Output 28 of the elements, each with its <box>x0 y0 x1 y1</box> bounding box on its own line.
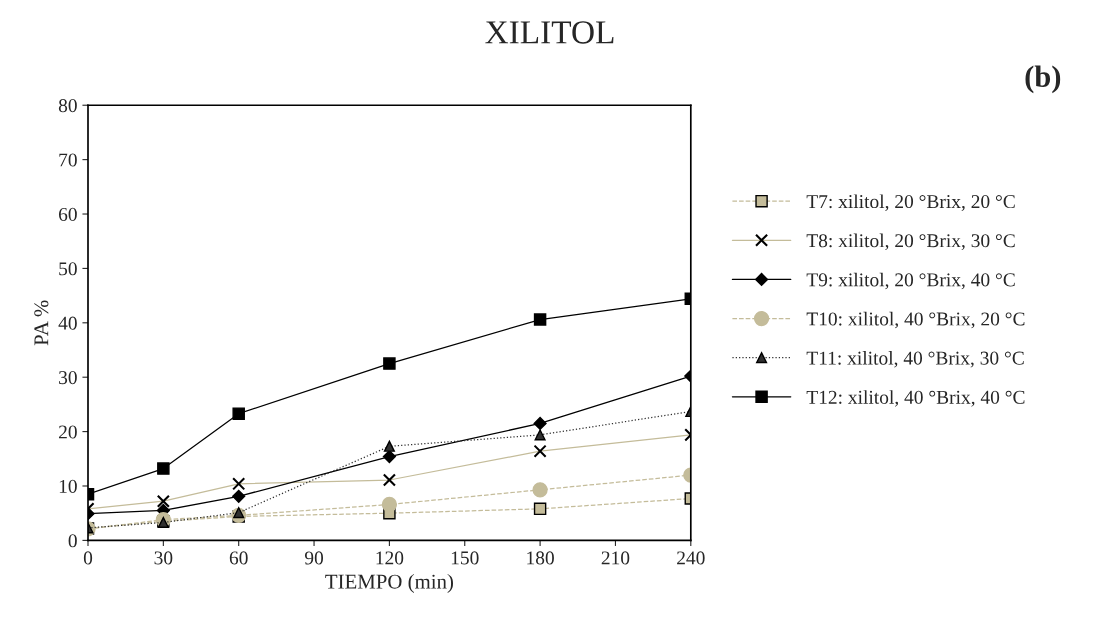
x-tick-label: 0 <box>83 551 93 565</box>
x-tick-label: 150 <box>451 551 479 565</box>
legend-label: T12: xilitol, 40 °Brix, 40 °C <box>806 390 1025 407</box>
chart-title: XILITOL <box>485 21 614 44</box>
x-tick-label: 180 <box>527 551 554 565</box>
x-tick-label: 30 <box>154 551 173 565</box>
y-tick-label: 70 <box>59 153 77 167</box>
legend-label: T10: xilitol, 40 °Brix, 20 °C <box>806 311 1025 329</box>
y-tick-label: 60 <box>58 207 77 221</box>
x-tick-label: 120 <box>376 551 404 565</box>
y-axis-title: PA % <box>34 300 49 346</box>
y-tick-label: 50 <box>59 262 77 276</box>
text: (b) <box>1025 65 1061 94</box>
x-tick-label: 210 <box>601 551 630 565</box>
y-tick-label: 20 <box>58 425 77 439</box>
legend-label: T11: xilitol, 40 °Brix, 30 °C <box>806 351 1024 368</box>
y-tick-label: 80 <box>58 99 77 113</box>
x-tick-label: 60 <box>229 551 248 565</box>
legend-label: T8: xilitol, 20 °Brix, 30 °C <box>806 233 1015 251</box>
x-tick-label: 90 <box>304 551 324 565</box>
y-tick-label: 30 <box>59 371 77 385</box>
y-tick-label: 10 <box>59 479 77 493</box>
y-tick-label: 0 <box>68 534 77 548</box>
x-tick-label: 240 <box>677 551 705 565</box>
legend-label: T7: xilitol, 20 °Brix, 20 °C <box>806 194 1015 211</box>
y-tick-label: 40 <box>58 316 77 330</box>
x-axis-title: TIEMPO (min) <box>325 573 454 593</box>
legend-label: T9: xilitol, 20 °Brix, 40 °C <box>806 272 1015 290</box>
